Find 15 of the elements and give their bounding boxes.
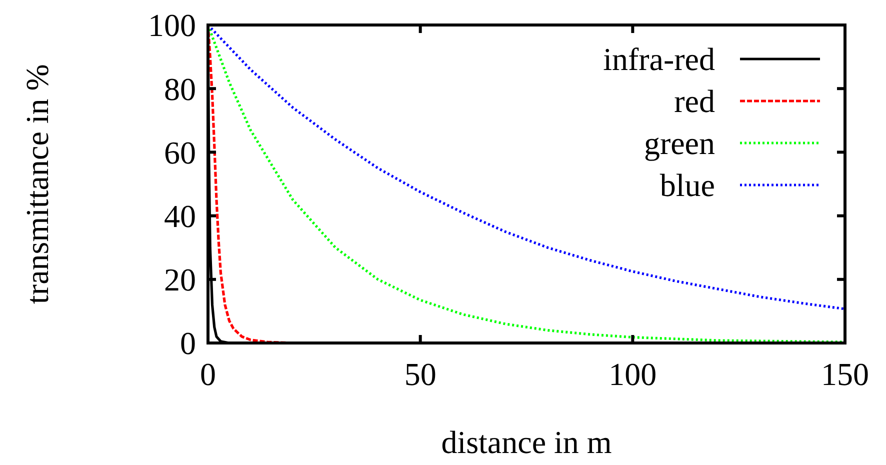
legend-label: red <box>674 83 715 120</box>
legend-label: green <box>644 125 715 162</box>
y-tick-label: 40 <box>164 198 196 234</box>
x-axis-title: distance in m <box>441 424 612 460</box>
y-tick-label: 60 <box>164 134 196 170</box>
legend-label: infra-red <box>603 41 715 78</box>
x-tick-label: 150 <box>821 356 869 392</box>
legend-label: blue <box>660 167 715 204</box>
y-tick-label: 80 <box>164 70 196 107</box>
y-axis-title: transmittance in % <box>19 64 55 304</box>
x-tick-label: 50 <box>404 356 436 392</box>
y-tick-label: 0 <box>180 325 196 362</box>
x-tick-label: 100 <box>608 356 657 392</box>
y-tick-label: 100 <box>148 7 196 44</box>
y-tick-label: 20 <box>164 262 196 298</box>
